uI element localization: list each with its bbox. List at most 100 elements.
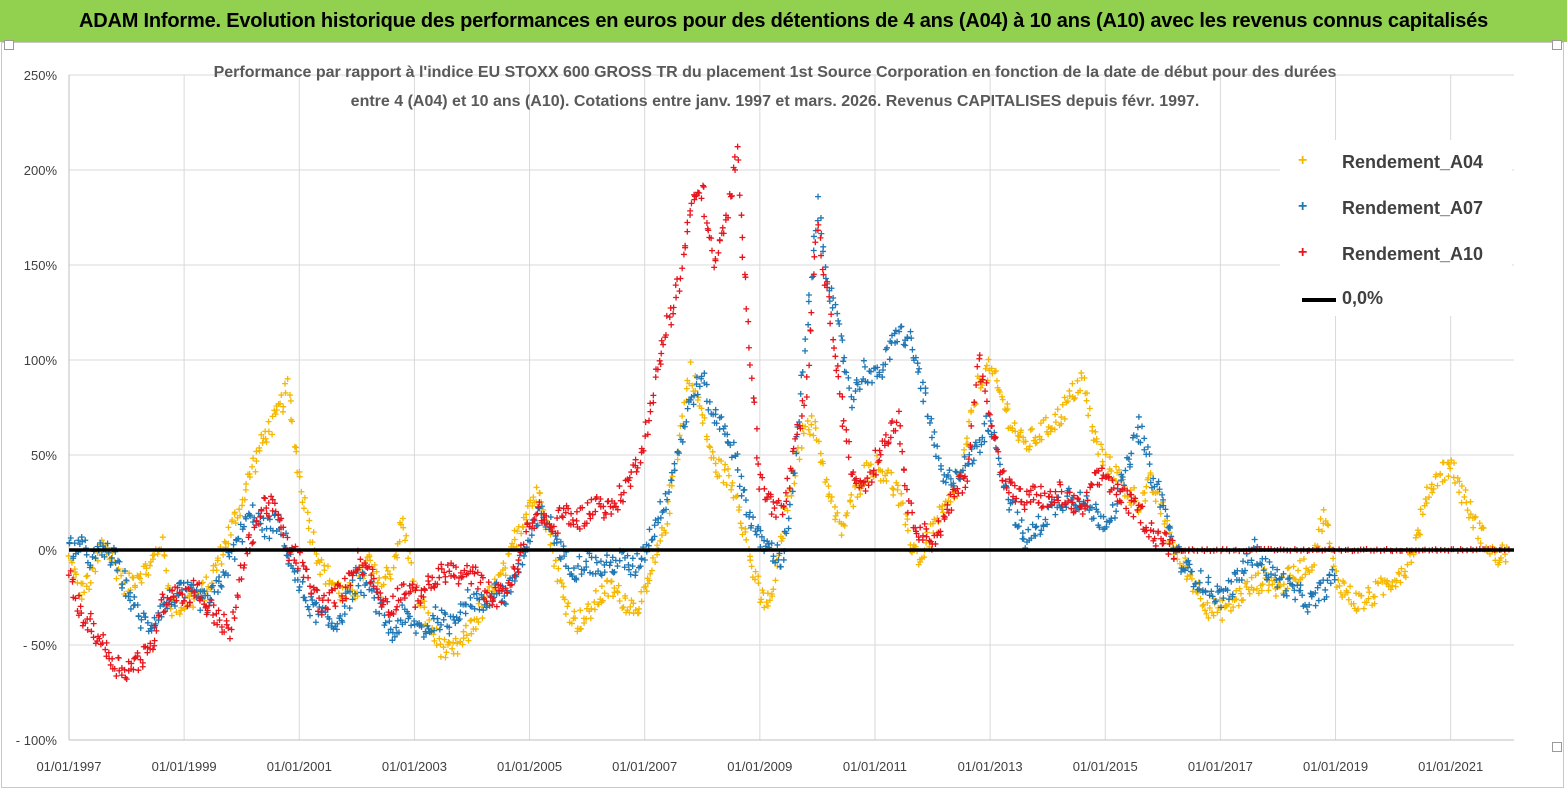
plus-marker bbox=[246, 474, 253, 481]
plus-marker bbox=[554, 515, 561, 522]
plus-marker bbox=[1137, 439, 1144, 446]
plus-marker bbox=[560, 543, 567, 550]
plus-marker bbox=[644, 431, 651, 438]
plus-marker bbox=[909, 346, 916, 353]
plus-marker bbox=[1150, 475, 1157, 482]
plus-marker bbox=[266, 516, 273, 523]
plus-marker bbox=[898, 490, 905, 497]
plus-marker-icon: + bbox=[1298, 152, 1308, 169]
plus-marker bbox=[962, 484, 969, 491]
plus-marker bbox=[1197, 567, 1204, 574]
plus-marker bbox=[1336, 582, 1343, 589]
plus-marker bbox=[658, 337, 665, 344]
plus-marker bbox=[879, 374, 886, 381]
x-tick-label: 01/01/2007 bbox=[612, 759, 677, 774]
plus-marker bbox=[1244, 578, 1251, 585]
plus-marker bbox=[328, 620, 335, 627]
plus-marker bbox=[237, 521, 244, 528]
plus-marker bbox=[679, 413, 686, 420]
plus-marker bbox=[418, 623, 425, 630]
plus-marker bbox=[1130, 513, 1137, 520]
plus-marker bbox=[173, 597, 180, 604]
plus-marker bbox=[1052, 411, 1059, 418]
plus-marker bbox=[634, 610, 641, 617]
plus-marker bbox=[1094, 508, 1101, 515]
resize-handle-top-left[interactable] bbox=[4, 40, 14, 50]
plus-marker bbox=[1389, 582, 1396, 589]
plus-marker bbox=[957, 472, 964, 479]
resize-handle-bottom-right[interactable] bbox=[1552, 742, 1562, 752]
plus-marker bbox=[560, 583, 567, 590]
plus-marker bbox=[250, 539, 257, 546]
plus-marker bbox=[341, 575, 348, 582]
plus-marker bbox=[850, 469, 857, 476]
plus-marker bbox=[127, 605, 134, 612]
plus-marker bbox=[711, 264, 718, 271]
plus-marker bbox=[817, 214, 824, 221]
plus-marker bbox=[882, 361, 889, 368]
plus-marker bbox=[149, 646, 156, 653]
resize-handle-top-right[interactable] bbox=[1552, 40, 1562, 50]
plus-marker bbox=[231, 615, 238, 622]
plus-marker bbox=[768, 590, 775, 597]
plus-marker bbox=[651, 522, 658, 529]
plus-marker bbox=[700, 183, 707, 190]
plus-marker bbox=[553, 536, 560, 543]
plus-marker bbox=[1148, 520, 1155, 527]
plus-marker bbox=[198, 594, 205, 601]
plus-marker bbox=[684, 377, 691, 384]
plus-marker bbox=[828, 285, 835, 292]
plus-marker bbox=[394, 585, 401, 592]
plus-marker bbox=[742, 497, 749, 504]
plus-marker bbox=[301, 494, 308, 501]
plus-marker bbox=[771, 505, 778, 512]
plus-marker bbox=[118, 672, 125, 679]
plus-marker bbox=[1404, 561, 1411, 568]
plus-marker bbox=[982, 365, 989, 372]
plus-marker bbox=[119, 584, 126, 591]
plus-marker bbox=[312, 600, 319, 607]
plus-marker bbox=[1306, 601, 1313, 608]
plus-marker bbox=[1429, 489, 1436, 496]
plus-marker bbox=[400, 581, 407, 588]
plus-marker bbox=[214, 555, 221, 562]
plus-marker bbox=[629, 563, 636, 570]
plus-marker bbox=[1010, 493, 1017, 500]
plus-marker bbox=[635, 609, 642, 616]
plus-marker bbox=[827, 498, 834, 505]
plus-marker bbox=[266, 535, 273, 542]
plus-marker bbox=[261, 533, 268, 540]
plus-marker bbox=[1084, 503, 1091, 510]
plus-marker bbox=[492, 584, 499, 591]
plus-marker bbox=[727, 193, 734, 200]
plus-marker bbox=[369, 566, 376, 573]
plus-marker bbox=[786, 485, 793, 492]
report-title: ADAM Informe. Evolution historique des p… bbox=[79, 10, 1488, 32]
plus-marker bbox=[1319, 528, 1326, 535]
plus-marker bbox=[361, 592, 368, 599]
plus-marker bbox=[561, 596, 568, 603]
plus-marker bbox=[382, 595, 389, 602]
plus-marker bbox=[1224, 587, 1231, 594]
plus-marker bbox=[922, 390, 929, 397]
plus-marker bbox=[799, 397, 806, 404]
plus-marker bbox=[629, 555, 636, 562]
plus-marker bbox=[736, 483, 743, 490]
plus-marker bbox=[619, 498, 626, 505]
plus-marker bbox=[700, 182, 707, 189]
plus-marker bbox=[987, 418, 994, 425]
plus-marker bbox=[901, 482, 908, 489]
plus-marker bbox=[1146, 461, 1153, 468]
x-tick-label: 01/01/2001 bbox=[267, 759, 332, 774]
plus-marker bbox=[1283, 592, 1290, 599]
plus-marker bbox=[807, 327, 814, 334]
plus-marker bbox=[1035, 513, 1042, 520]
plus-marker bbox=[1414, 527, 1421, 534]
plus-marker bbox=[529, 520, 536, 527]
plus-marker bbox=[386, 618, 393, 625]
plus-marker bbox=[1290, 563, 1297, 570]
plus-marker bbox=[900, 341, 907, 348]
plus-marker bbox=[756, 486, 763, 493]
plus-marker bbox=[1464, 507, 1471, 514]
